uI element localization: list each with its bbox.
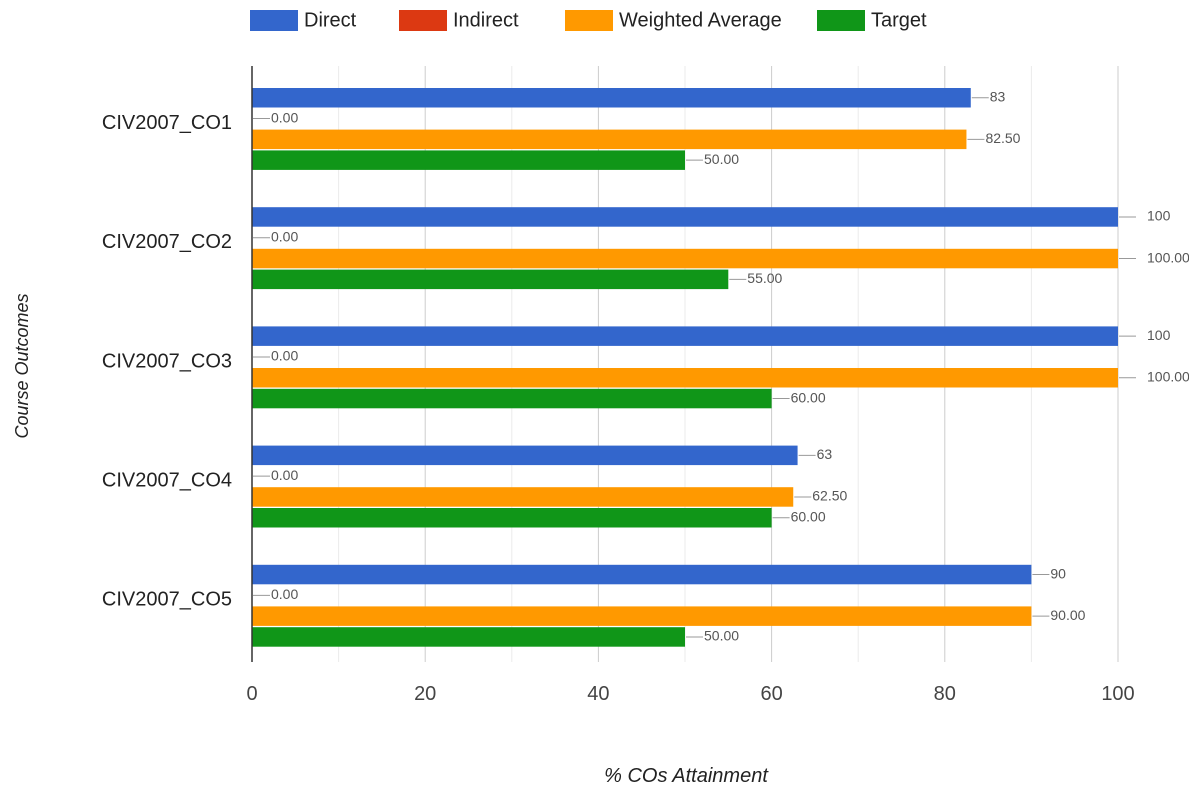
data-label: 100 [1147,208,1171,224]
bar-weighted-average [252,606,1032,626]
category-label: CIV2007_CO1 [102,112,232,134]
category-label: CIV2007_CO2 [102,231,232,253]
legend-swatch-weighted-average [565,10,613,31]
x-tick-label: 0 [246,683,257,705]
data-label: 0.00 [271,228,298,244]
legend-label: Indirect [453,9,519,31]
x-tick-label: 80 [934,683,956,705]
data-label: 100 [1147,327,1171,343]
bar-direct [252,88,971,108]
data-label: 0.00 [271,348,298,364]
bar-direct [252,326,1118,346]
data-label: 60.00 [791,389,826,405]
x-axis-title: % COs Attainment [604,765,769,787]
data-label: 62.50 [812,488,847,504]
data-label: 55.00 [747,270,782,286]
x-tick-label: 100 [1101,683,1134,705]
bar-weighted-average [252,248,1118,269]
data-label: 63 [817,446,833,462]
bar-direct [252,445,798,466]
bars [252,88,1118,647]
bar-direct [252,207,1118,227]
legend-label: Direct [304,9,357,31]
data-label: 0.00 [271,109,298,125]
x-tick-label: 40 [587,683,609,705]
bar-target [252,150,685,170]
bar-weighted-average [252,129,967,150]
category-label: CIV2007_CO4 [102,469,232,491]
bar-weighted-average [252,487,794,507]
legend-swatch-indirect [399,10,447,31]
data-label: 100.00 [1147,368,1189,384]
data-label: 60.00 [791,508,826,524]
legend-label: Weighted Average [619,9,782,31]
bar-target [252,627,685,647]
data-label: 0.00 [271,586,298,602]
bar-target [252,269,729,290]
bar-target [252,388,772,409]
legend: Direct Indirect Weighted Average Target [250,9,927,31]
legend-label: Target [871,9,927,31]
bar-weighted-average [252,368,1118,388]
data-label: 50.00 [704,628,739,644]
data-label: 0.00 [271,467,298,483]
data-label: 90.00 [1050,607,1085,623]
data-label: 83 [990,88,1006,104]
category-label: CIV2007_CO3 [102,350,232,372]
data-labels: 83 0.00 82.50 50.00 100 0.00 100.00 55.00 100 0.0… [253,88,1189,644]
axes: 0 20 40 60 80 100 CIV2007_CO1 CIV2007_CO2 CIV200… [102,66,1135,705]
data-label: 100.00 [1147,249,1189,265]
x-tick-label: 20 [414,683,436,705]
data-label: 50.00 [704,151,739,167]
legend-swatch-target [817,10,865,31]
data-label: 82.50 [985,130,1020,146]
legend-swatch-direct [250,10,298,31]
bar-target [252,508,772,528]
bar-direct [252,564,1032,585]
data-label: 90 [1050,565,1066,581]
x-tick-label: 60 [760,683,782,705]
y-axis-title: Course Outcomes [12,293,32,438]
category-label: CIV2007_CO5 [102,589,232,611]
